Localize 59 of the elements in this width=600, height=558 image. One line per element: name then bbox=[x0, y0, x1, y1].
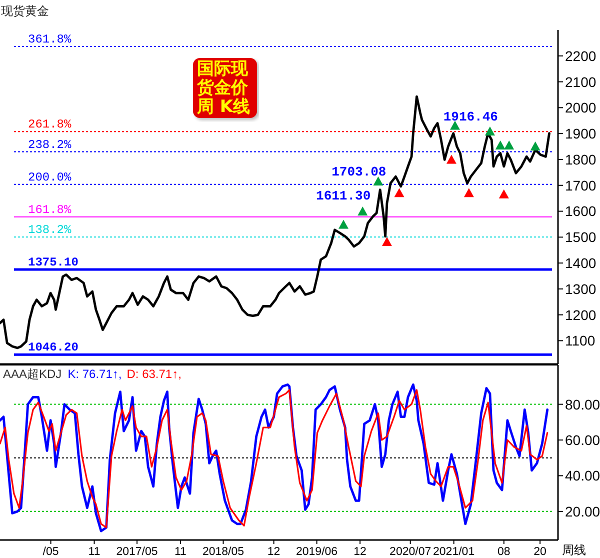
x-tick-label: 2021/01 bbox=[433, 546, 475, 558]
annotation: 161.8% bbox=[28, 202, 72, 217]
annotation: 238.2% bbox=[28, 138, 72, 152]
x-axis-title: 周线 bbox=[562, 543, 586, 557]
y-tick-label: 40.00 bbox=[565, 468, 600, 484]
x-tick-label: 11 bbox=[88, 546, 100, 558]
point bbox=[394, 188, 404, 198]
text: D: 63.71↑, bbox=[126, 367, 182, 381]
y-tick-label: 1900 bbox=[565, 126, 596, 142]
annotation: 1916.46 bbox=[443, 109, 498, 124]
annotation: 138.2% bbox=[28, 222, 72, 237]
point bbox=[530, 142, 540, 151]
point bbox=[338, 220, 348, 229]
x-tick-label: 08 bbox=[498, 546, 510, 558]
x-tick-label: 12 bbox=[267, 546, 280, 558]
x-tick-label: 2020/07 bbox=[390, 546, 432, 558]
y-tick-label: 1800 bbox=[565, 151, 596, 168]
y-tick-label: 1400 bbox=[565, 255, 596, 272]
y-tick-label: 2200 bbox=[565, 48, 596, 64]
annotation: 1703.08 bbox=[332, 164, 386, 180]
y-tick-label: 20.00 bbox=[565, 503, 600, 520]
point bbox=[450, 120, 460, 130]
annotation: 261.8% bbox=[28, 118, 72, 132]
x-tick-label: 2018/05 bbox=[202, 546, 244, 558]
x-tick-label: 12 bbox=[354, 546, 366, 558]
ref-line-label: 1046.20 bbox=[28, 340, 78, 355]
y-tick-label: 80.00 bbox=[565, 396, 600, 412]
point bbox=[495, 140, 506, 150]
point bbox=[446, 154, 456, 164]
chart-title: AAA超KDJ bbox=[3, 367, 62, 381]
x-tick-label: 11 bbox=[174, 546, 186, 558]
point bbox=[484, 126, 495, 136]
annotation: 1611.30 bbox=[316, 188, 371, 204]
y-tick-label: 60.00 bbox=[565, 432, 600, 448]
y-tick-label: 1200 bbox=[565, 306, 596, 323]
chart-title: 现货黄金 bbox=[1, 4, 49, 18]
point bbox=[504, 140, 514, 150]
y-tick-label: 1600 bbox=[565, 203, 596, 220]
point bbox=[498, 189, 509, 198]
x-tick-label: 2017/05 bbox=[116, 546, 158, 558]
text: 国际现货金价周 K线 bbox=[193, 58, 257, 118]
point bbox=[373, 176, 384, 186]
ref-line-label: 1375.10 bbox=[28, 255, 78, 270]
annotation: 200.0% bbox=[28, 170, 72, 184]
y-tick-label: 1100 bbox=[565, 332, 596, 349]
point bbox=[382, 237, 392, 246]
y-tick-label: 2100 bbox=[565, 74, 596, 90]
x-tick-label: 2019/06 bbox=[296, 546, 338, 558]
x-tick-label: /05 bbox=[42, 546, 59, 558]
annotation: 361.8% bbox=[28, 32, 72, 47]
x-tick-label: 20 bbox=[534, 546, 546, 558]
point bbox=[358, 206, 368, 216]
series-label: K: 76.71↑, bbox=[68, 367, 122, 381]
y-tick-label: 1300 bbox=[565, 280, 596, 297]
y-tick-label: 2000 bbox=[565, 100, 596, 116]
y-tick-label: 1500 bbox=[565, 229, 596, 246]
point bbox=[464, 188, 474, 198]
y-tick-label: 1700 bbox=[565, 177, 596, 194]
line-series bbox=[0, 95, 550, 350]
